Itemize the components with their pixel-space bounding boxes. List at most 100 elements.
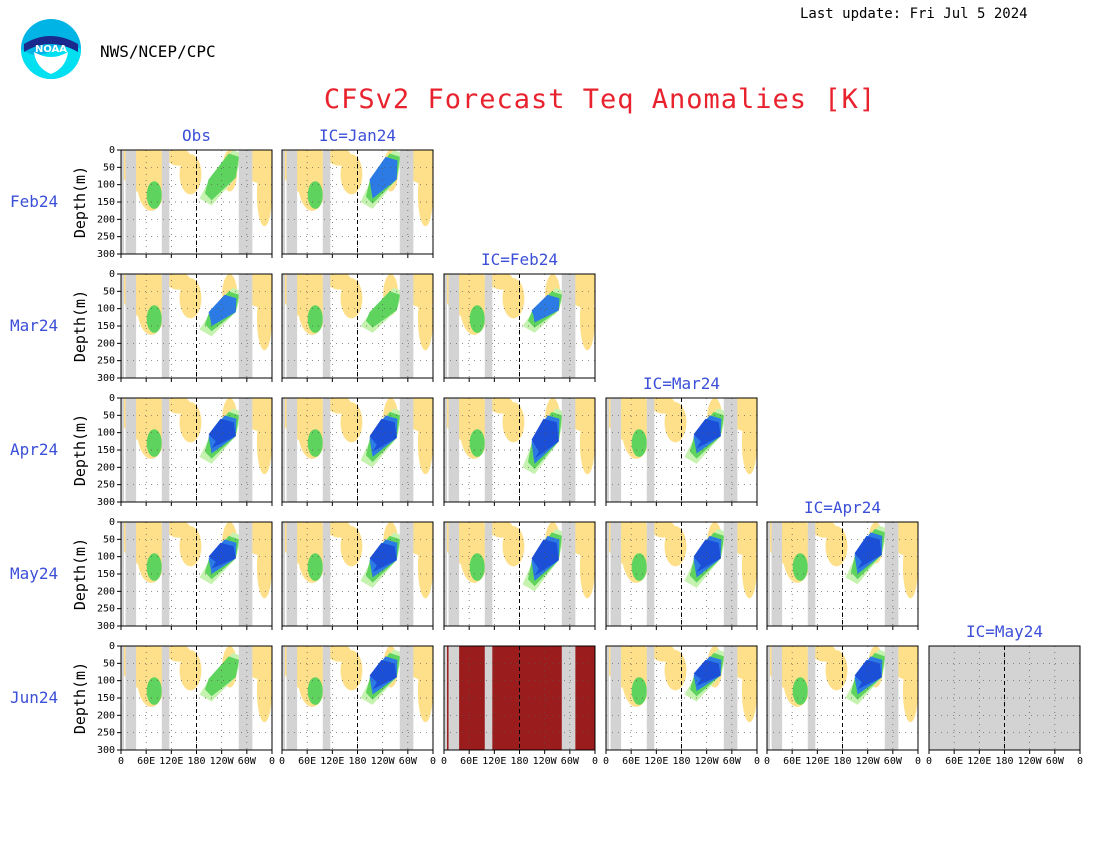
x-tick-label: 60E (460, 756, 478, 767)
land-mask (322, 522, 331, 626)
land-mask (723, 522, 738, 626)
cool-anomaly (854, 659, 882, 690)
y-tick-label: 200 (97, 710, 115, 721)
land-mask (286, 274, 298, 378)
warm-anomaly (256, 535, 272, 599)
x-tick-label: 60W (723, 756, 742, 767)
y-axis-label: Depth(m) (71, 538, 89, 610)
x-tick-label: 120E (159, 756, 183, 767)
y-tick-label: 100 (97, 304, 115, 315)
y-tick-label: 0 (109, 393, 115, 404)
org-name: NWS/NCEP/CPC (100, 42, 216, 61)
x-tick-label: 180 (833, 756, 851, 767)
y-tick-label: 50 (103, 410, 115, 421)
land-mask (282, 646, 286, 750)
y-axis-label: Depth(m) (71, 166, 89, 238)
anomaly-panel (281, 645, 434, 754)
column-header: IC=May24 (966, 622, 1043, 641)
y-axis-label: Depth(m) (71, 290, 89, 362)
cool-anomaly (469, 305, 485, 333)
cool-anomaly (531, 539, 559, 576)
row-label: Apr24 (10, 440, 58, 459)
land-mask (767, 646, 771, 750)
land-mask (399, 646, 414, 750)
land-mask (444, 274, 448, 378)
land-mask (322, 646, 331, 750)
y-tick-label: 50 (103, 658, 115, 669)
anomaly-panel (443, 521, 596, 630)
y-tick-label: 300 (97, 497, 115, 508)
anomaly-panel (281, 397, 434, 506)
column-header: IC=Feb24 (481, 250, 558, 269)
cool-anomaly (469, 429, 485, 457)
warm-anomaly (741, 535, 757, 599)
cool-anomaly (469, 553, 485, 581)
x-tick-label: 60W (561, 756, 580, 767)
warm-anomaly (256, 659, 272, 723)
x-tick-label: 60W (399, 756, 418, 767)
land-mask (282, 522, 286, 626)
warm-anomaly (340, 526, 363, 567)
row-label: Jun24 (10, 688, 58, 707)
land-mask (723, 398, 738, 502)
land-mask (238, 398, 253, 502)
cool-anomaly (204, 153, 240, 201)
cool-anomaly (208, 418, 236, 449)
warm-anomaly (340, 278, 363, 319)
land-mask (771, 646, 783, 750)
land-mask (933, 646, 945, 750)
x-tick-label: 60E (137, 756, 155, 767)
warm-anomaly (664, 402, 687, 443)
land-mask (884, 522, 899, 626)
y-tick-label: 0 (109, 517, 115, 528)
land-mask (610, 522, 622, 626)
cool-anomaly (369, 542, 397, 573)
x-tick-label: 0 (118, 756, 124, 767)
cool-anomaly (854, 535, 882, 569)
cool-anomaly (531, 294, 560, 323)
land-mask (399, 150, 414, 254)
cool-anomaly (531, 418, 559, 459)
land-mask (161, 150, 170, 254)
y-tick-label: 50 (103, 162, 115, 173)
warm-anomaly (179, 278, 202, 319)
land-mask (807, 646, 816, 750)
warm-anomaly (179, 650, 202, 691)
anomaly-panel (766, 645, 919, 754)
land-mask (929, 646, 933, 750)
cool-anomaly (146, 429, 162, 457)
anomaly-panel (281, 521, 434, 630)
x-tick-label: 0 (441, 756, 447, 767)
land-mask (161, 274, 170, 378)
warm-anomaly (179, 402, 202, 443)
warm-anomaly (579, 535, 595, 599)
y-tick-label: 100 (97, 428, 115, 439)
land-mask (125, 398, 137, 502)
anomaly-panel (605, 521, 758, 630)
column-header: IC=Apr24 (804, 498, 881, 517)
warm-anomaly (741, 659, 757, 723)
land-mask (610, 646, 622, 750)
land-mask (282, 398, 286, 502)
x-tick-label: 60W (884, 756, 903, 767)
x-tick-label: 60E (783, 756, 801, 767)
warm-anomaly (502, 278, 525, 319)
y-tick-label: 200 (97, 338, 115, 349)
land-mask (448, 522, 460, 626)
land-mask (767, 522, 771, 626)
warm-anomaly (664, 650, 687, 691)
anomaly-panel (443, 273, 596, 382)
cool-anomaly (204, 656, 240, 697)
logo-text: NOAA (35, 44, 67, 55)
land-mask (606, 646, 610, 750)
y-tick-label: 50 (103, 534, 115, 545)
cool-anomaly (307, 181, 323, 209)
y-tick-label: 0 (109, 641, 115, 652)
row-label: May24 (10, 564, 58, 583)
x-tick-label: 120W (371, 756, 396, 767)
cool-anomaly (307, 429, 323, 457)
land-mask (610, 398, 622, 502)
x-tick-label: 60E (945, 756, 963, 767)
land-mask (125, 522, 137, 626)
last-update: Last update: Fri Jul 5 2024 (800, 6, 1028, 22)
